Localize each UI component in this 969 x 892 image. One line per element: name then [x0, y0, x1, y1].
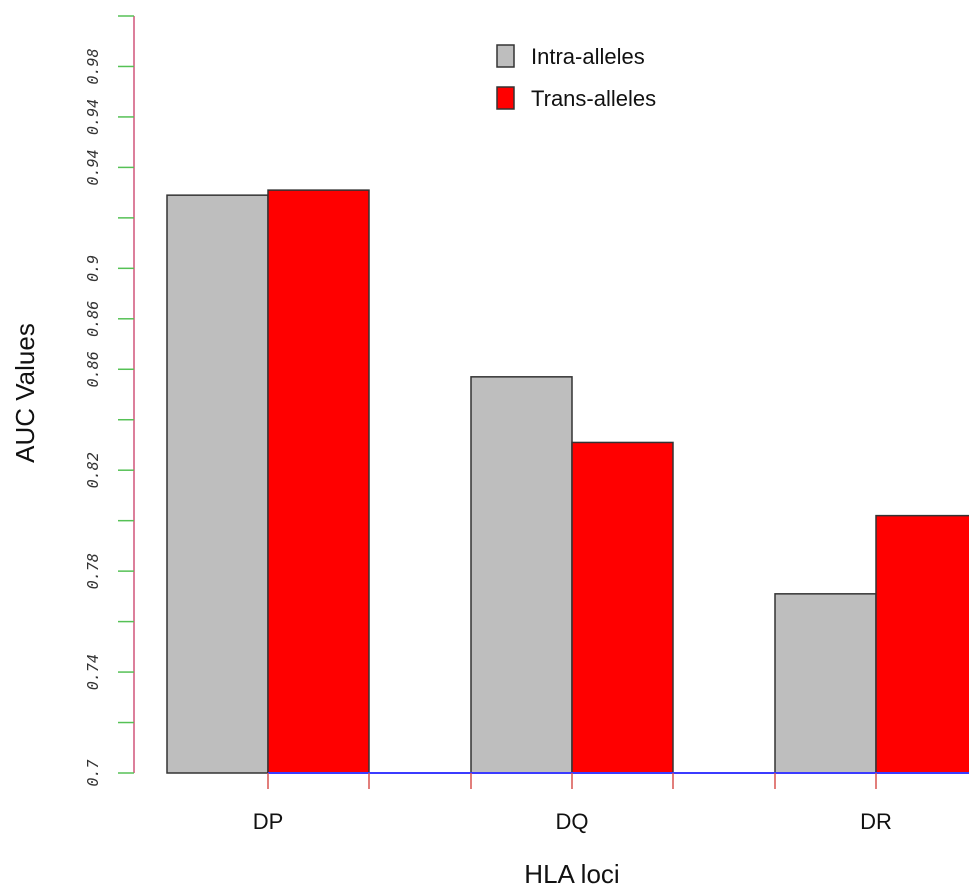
bar-dq-intra: [470, 376, 573, 774]
y-tick-label: 0.9: [84, 255, 102, 282]
y-tick-label: 0.86: [84, 351, 102, 387]
y-axis: 0.7 0.74 0.78 0.82 0.86 0.86 0.9 0.94 0.94 0.98: [84, 15, 135, 787]
legend: Intra-alleles Trans-alleles: [496, 44, 656, 111]
x-axis: DP DQ DR: [253, 772, 969, 834]
bar-dr-trans: [875, 514, 969, 774]
y-tick-label: 0.78: [84, 553, 102, 589]
legend-swatch-trans: [496, 86, 515, 110]
bar-dp-intra: [166, 194, 269, 774]
y-axis-title: AUC Values: [10, 323, 40, 463]
y-tick-label: 0.74: [84, 654, 102, 690]
y-tick-label: 0.94: [84, 99, 102, 135]
y-tick-label: 0.7: [84, 759, 102, 786]
legend-label-intra: Intra-alleles: [531, 44, 645, 69]
bars: [166, 189, 969, 774]
y-tick-label: 0.94: [84, 149, 102, 185]
legend-swatch-intra: [496, 44, 515, 68]
y-tick-label: 0.82: [84, 452, 102, 488]
x-axis-title: HLA loci: [524, 859, 619, 889]
y-tick-label: 0.86: [84, 301, 102, 337]
x-tick-label-dr: DR: [860, 809, 892, 834]
bar-dq-trans: [571, 441, 674, 774]
x-tick-label-dq: DQ: [556, 809, 589, 834]
x-tick-label-dp: DP: [253, 809, 284, 834]
legend-label-trans: Trans-alleles: [531, 86, 656, 111]
bar-dp-trans: [267, 189, 370, 774]
bar-dr-intra: [774, 593, 877, 774]
y-tick-label: 0.98: [84, 48, 102, 84]
